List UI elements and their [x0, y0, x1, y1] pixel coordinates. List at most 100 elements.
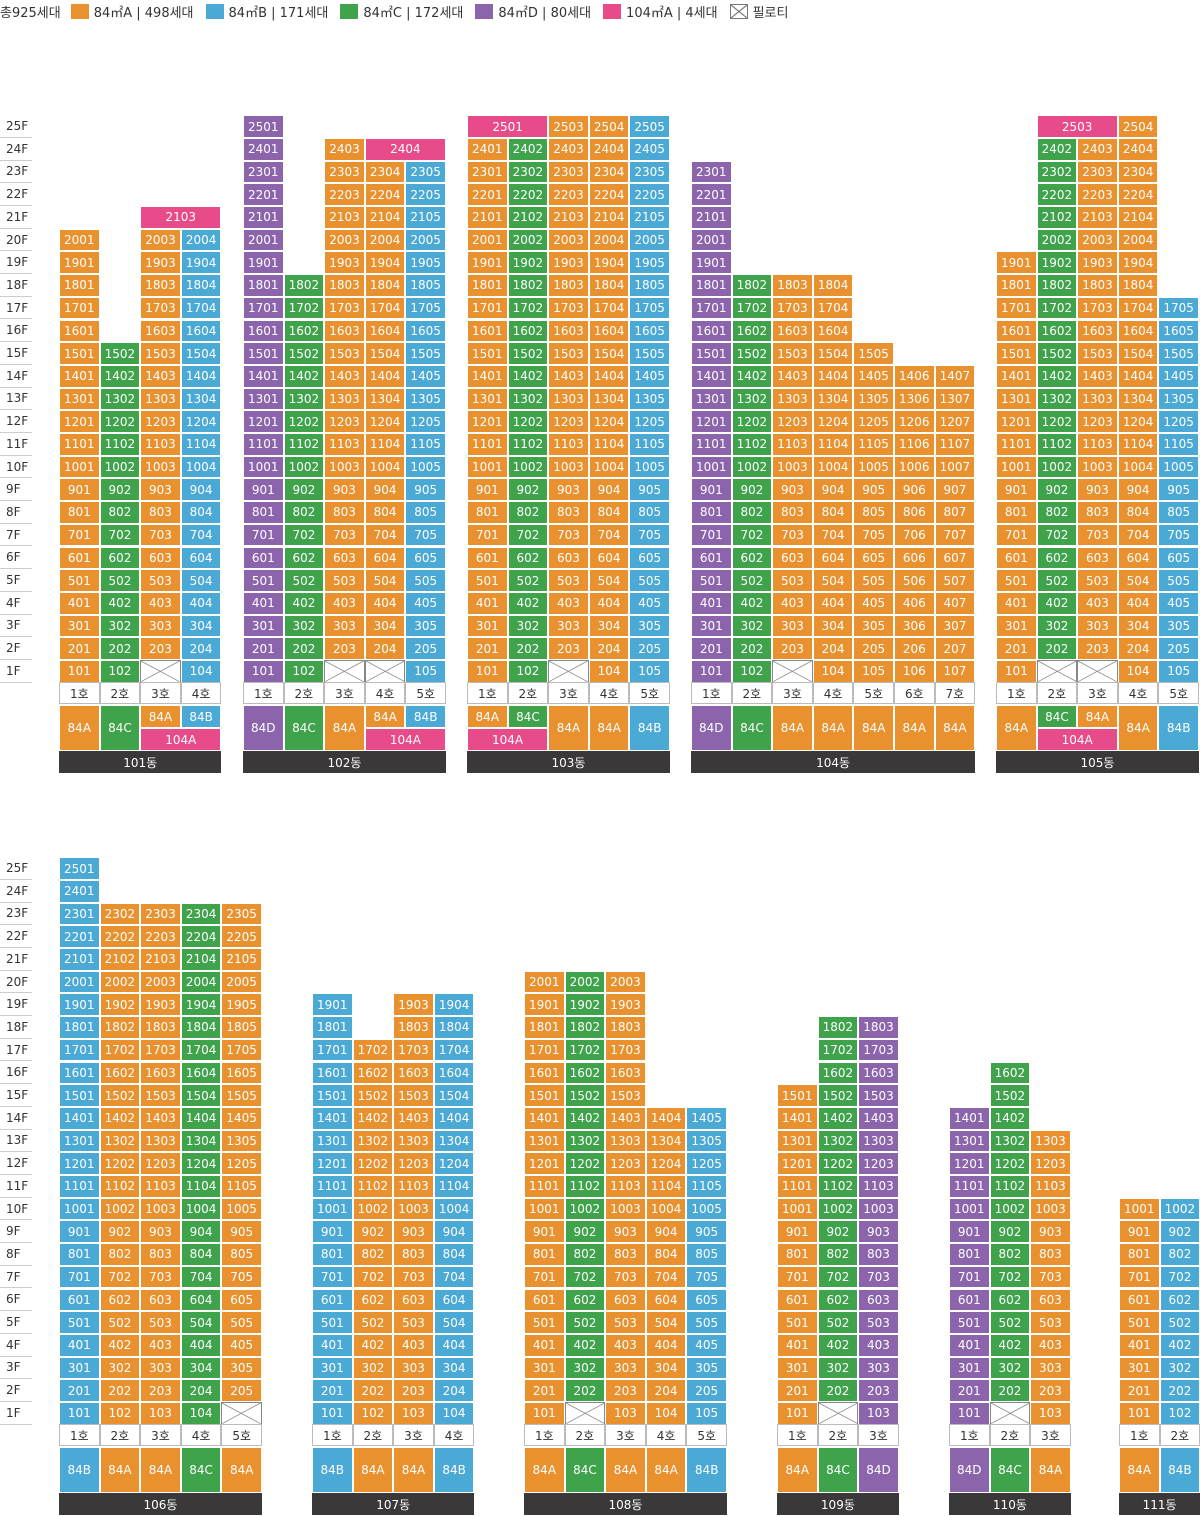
unit-cell: 804 — [364, 501, 406, 524]
floor-label: 16F — [0, 1062, 32, 1085]
unit-cell: 1105 — [686, 1175, 727, 1198]
unit-cell: 1304 — [433, 1129, 475, 1153]
unit-cell: 1602 — [352, 1061, 394, 1085]
unit-cell: 601 — [777, 1288, 818, 1312]
unit-cell: 203 — [772, 637, 813, 660]
unit-cell: 202 — [507, 637, 549, 660]
unit-cell: 1901 — [467, 251, 508, 275]
unit-cell: 104 — [180, 1402, 222, 1425]
unit-cell: 1204 — [645, 1152, 687, 1175]
legend-item-104a: 104㎡A | 4세대 — [603, 2, 718, 21]
unit-cell: 101 — [1119, 1402, 1160, 1425]
unit-cell: 1503 — [605, 1084, 646, 1107]
unit-cell: 402 — [1036, 591, 1078, 615]
unit-cell: 402 — [352, 1333, 394, 1357]
unit-cell: 104 — [812, 660, 854, 683]
unit-cell: 904 — [364, 478, 406, 502]
unit-cell: 503 — [140, 1311, 181, 1334]
unit-cell: 1902 — [99, 993, 141, 1017]
unit-cell: 1106 — [894, 433, 935, 456]
unit-cell: 1102 — [507, 433, 549, 456]
unit-cell: 1701 — [524, 1038, 565, 1062]
unit-cell: 605 — [1158, 546, 1199, 570]
unit-cell: 403 — [548, 591, 589, 615]
unit-cell: 1602 — [99, 1061, 141, 1085]
unit-cell: 1504 — [180, 342, 222, 365]
unit-cell: 2105 — [221, 948, 262, 971]
unit-cell: 1405 — [1158, 364, 1199, 388]
unit-cell: 1503 — [858, 1084, 899, 1107]
unit-cell: 901 — [777, 1220, 818, 1244]
unit-cell: 403 — [772, 591, 813, 615]
legend-swatch-104a — [603, 3, 622, 19]
line-number: 1호 — [524, 1424, 565, 1446]
unit-cell: 1404 — [588, 364, 630, 388]
unit-cell: 201 — [59, 637, 100, 660]
unit-cell: 2402 — [507, 137, 549, 161]
unit-cell: 1403 — [1077, 364, 1118, 388]
unit-cell: 203 — [140, 1379, 181, 1402]
line-number: 5호 — [686, 1424, 727, 1446]
unit-cell: 1604 — [812, 319, 854, 343]
unit-cell: 1001 — [59, 1197, 100, 1221]
unit-cell: 1502 — [731, 342, 773, 365]
unit-cell: 1904 — [588, 251, 630, 275]
unit-cell: 1203 — [393, 1152, 434, 1175]
unit-cell: 1603 — [858, 1061, 899, 1085]
unit-cell: 906 — [894, 478, 935, 502]
unit-cell: 505 — [686, 1311, 727, 1334]
unit-cell: 603 — [140, 546, 181, 570]
unit-cell: 1301 — [949, 1129, 990, 1153]
unit-cell: 1501 — [243, 342, 284, 365]
unit-cell: 503 — [324, 569, 365, 592]
unit-cell: 201 — [467, 637, 508, 660]
unit-cell: 205 — [853, 637, 894, 660]
unit-cell: 301 — [59, 1356, 100, 1380]
floor-label: 18F — [0, 1016, 32, 1039]
line-number: 1호 — [312, 1424, 353, 1446]
building-name: 103동 — [467, 751, 670, 773]
unit-cell: 1205 — [853, 410, 894, 433]
unit-cell: 205 — [221, 1379, 262, 1402]
unit-type-label: 84A — [221, 1447, 262, 1493]
unit-cell: 1905 — [221, 993, 262, 1017]
unit-cell: 1107 — [934, 433, 976, 456]
unit-type-label: 84C — [99, 705, 141, 751]
unit-cell: 501 — [1119, 1311, 1160, 1334]
unit-cell: 102 — [283, 660, 325, 683]
unit-cell: 2102 — [99, 948, 141, 971]
unit-cell: 1803 — [393, 1016, 434, 1039]
unit-cell: 1402 — [731, 364, 773, 388]
unit-cell: 502 — [507, 569, 549, 592]
unit-cell: 1301 — [996, 387, 1037, 411]
unit-cell: 702 — [564, 1265, 606, 1289]
unit-cell: 602 — [352, 1288, 394, 1312]
unit-cell: 207 — [934, 637, 976, 660]
floor-label: 16F — [0, 320, 32, 343]
unit-cell: 403 — [324, 591, 365, 615]
unit-cell: 302 — [99, 614, 141, 638]
unit-cell: 301 — [949, 1356, 990, 1380]
line-number: 2호 — [564, 1424, 606, 1446]
building-name: 106동 — [59, 1493, 262, 1515]
unit-cell: 2103 — [324, 206, 365, 229]
unit-cell: 1404 — [433, 1106, 475, 1130]
unit-cell: 502 — [283, 569, 325, 592]
unit-cell: 1301 — [59, 387, 100, 411]
floor-label: 23F — [0, 903, 32, 926]
line-number: 2호 — [731, 682, 773, 704]
unit-cell: 502 — [1036, 569, 1078, 592]
unit-cell: 2104 — [180, 948, 222, 971]
unit-cell: 1902 — [564, 993, 606, 1017]
unit-cell: 1002 — [507, 455, 549, 479]
unit-cell: 1002 — [99, 1197, 141, 1221]
unit-cell: 902 — [564, 1220, 606, 1244]
unit-cell: 1501 — [59, 342, 100, 365]
unit-cell: 1103 — [1077, 433, 1118, 456]
unit-cell: 1205 — [686, 1152, 727, 1175]
unit-cell: 1704 — [433, 1038, 475, 1062]
unit-cell: 1704 — [180, 296, 222, 320]
unit-cell: 2004 — [588, 228, 630, 252]
unit-type-label: 84A — [605, 1447, 646, 1493]
unit-cell: 302 — [731, 614, 773, 638]
